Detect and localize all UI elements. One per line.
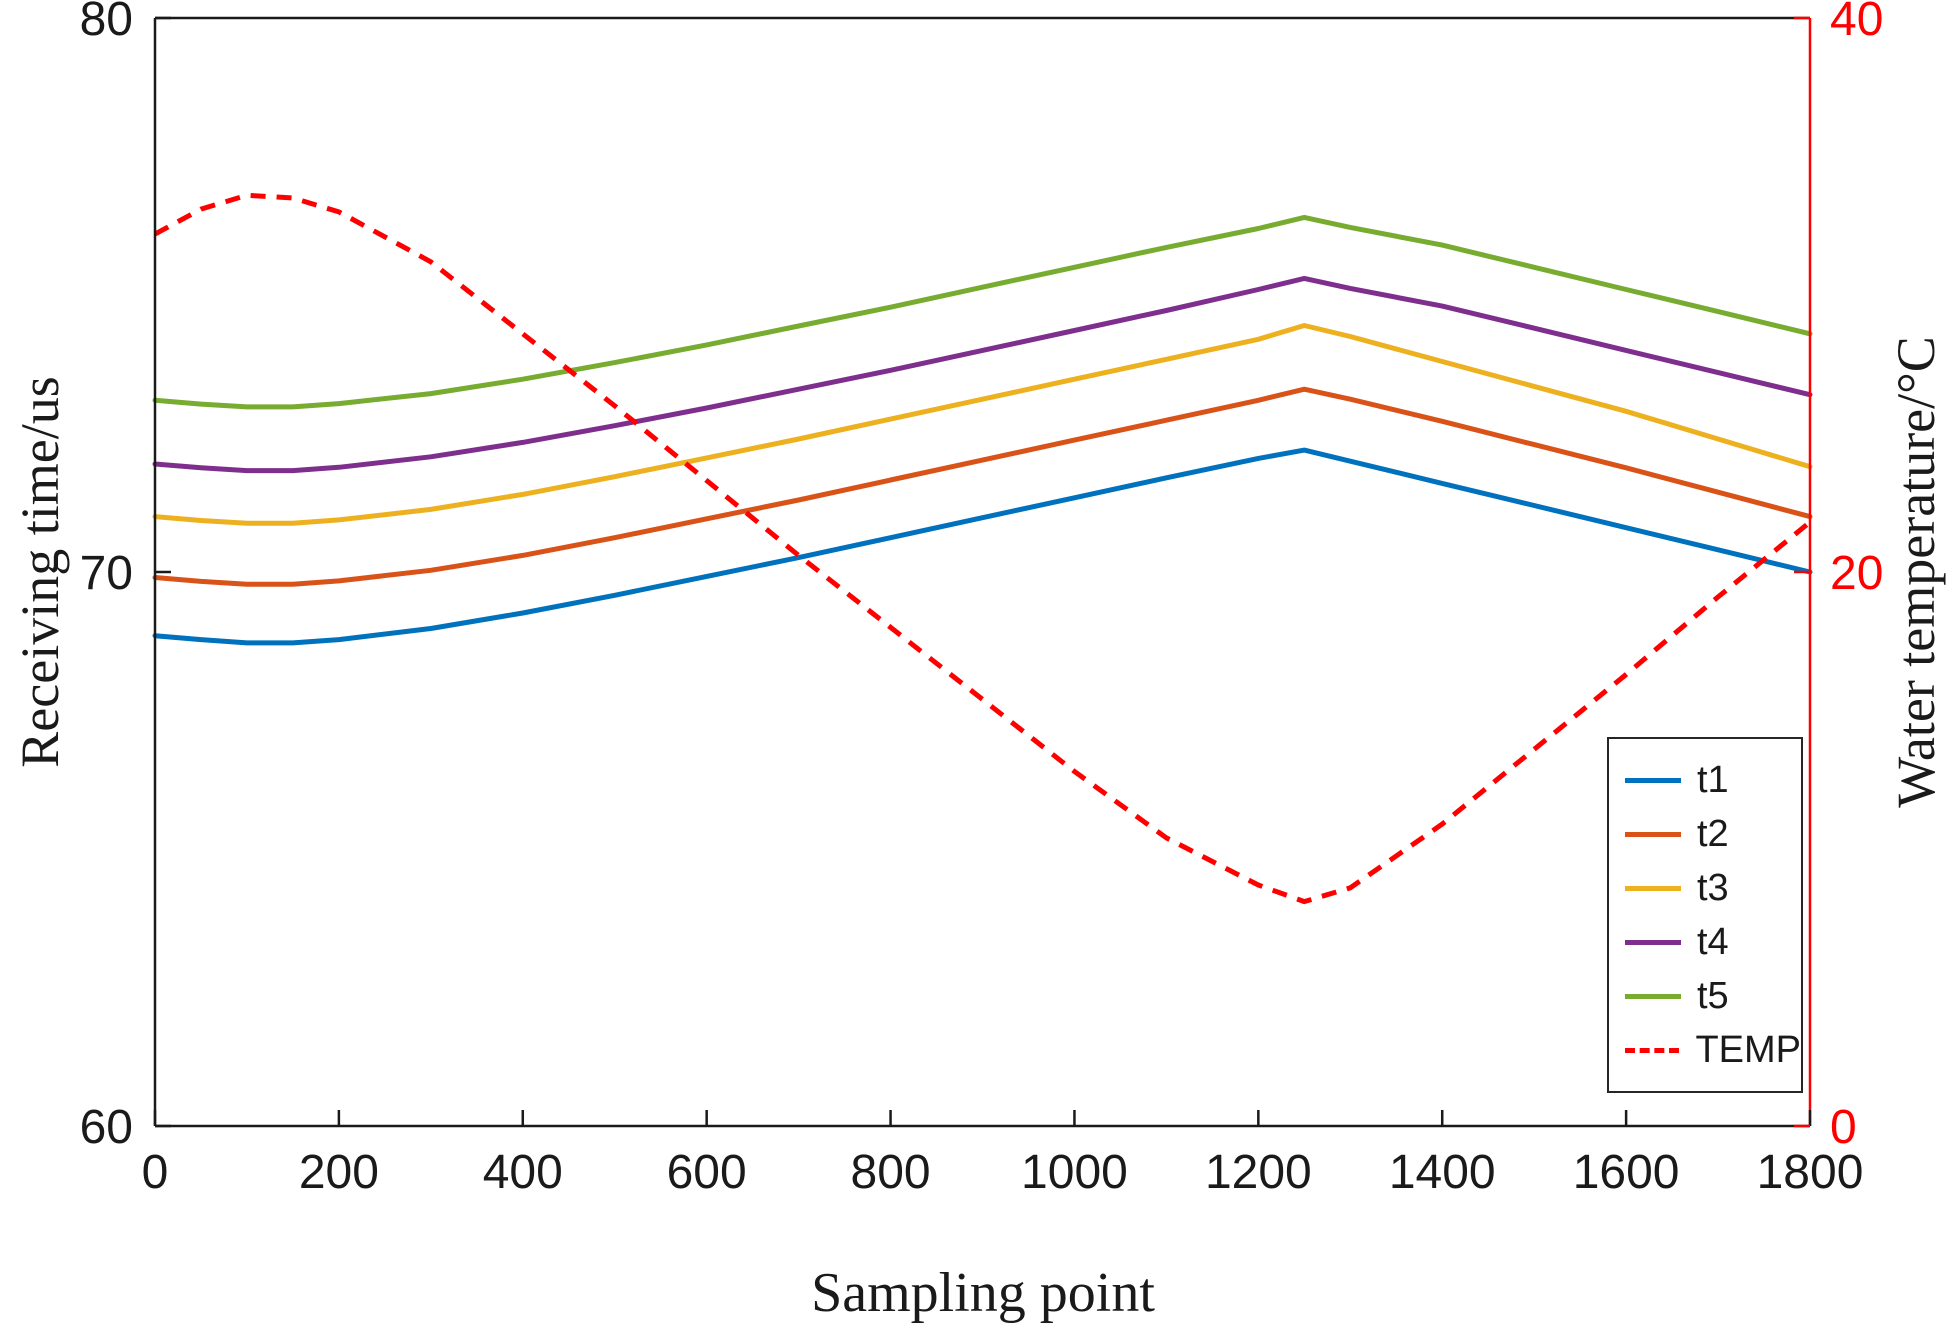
legend-line-sample-t2 <box>1625 831 1681 837</box>
x-tick-label: 0 <box>142 1146 169 1199</box>
legend-item-t3: t3 <box>1625 861 1801 915</box>
legend-label-t5: t5 <box>1697 974 1729 1017</box>
legend-label-t4: t4 <box>1697 920 1729 963</box>
legend-label-t3: t3 <box>1697 866 1729 909</box>
series-TEMP <box>153 192 1812 905</box>
y-tick-label-right: 40 <box>1830 0 1883 46</box>
series-t4 <box>152 275 1813 474</box>
legend-line-sample-t4 <box>1625 939 1681 945</box>
legend-line-sample-t1 <box>1625 777 1681 783</box>
series-t1 <box>152 447 1813 646</box>
y-tick-label-left: 70 <box>80 547 133 600</box>
legend-item-t4: t4 <box>1625 915 1801 969</box>
x-tick-label: 400 <box>483 1146 563 1199</box>
series-t2 <box>152 386 1813 587</box>
legend: t1 t2 t3 t4 t5 TEMP <box>1607 737 1803 1093</box>
x-tick-label: 200 <box>299 1146 379 1199</box>
legend-item-TEMP: TEMP <box>1625 1023 1801 1077</box>
legend-line-sample-t5 <box>1625 993 1681 999</box>
legend-item-t5: t5 <box>1625 969 1801 1023</box>
x-tick-label: 800 <box>851 1146 931 1199</box>
y-tick-label-right: 20 <box>1830 547 1883 600</box>
y-axis-label-left: Receiving time/us <box>10 376 70 768</box>
x-tick-label: 600 <box>667 1146 747 1199</box>
y-axis-label-right: Water temperature/°C <box>1886 336 1946 808</box>
y-tick-label-left: 80 <box>80 0 133 46</box>
legend-item-t2: t2 <box>1625 807 1801 861</box>
legend-label-TEMP: TEMP <box>1695 1028 1801 1071</box>
series-t3 <box>152 323 1813 526</box>
legend-label-t1: t1 <box>1697 758 1729 801</box>
legend-line-sample-t3 <box>1625 885 1681 891</box>
y-tick-label-right: 0 <box>1830 1101 1857 1154</box>
x-tick-label: 1000 <box>1021 1146 1128 1199</box>
x-tick-label: 1600 <box>1573 1146 1680 1199</box>
series-t5 <box>152 214 1813 410</box>
legend-label-t2: t2 <box>1697 812 1729 855</box>
y-tick-label-left: 60 <box>80 1101 133 1154</box>
x-tick-label: 1400 <box>1389 1146 1496 1199</box>
x-axis-label: Sampling point <box>811 1262 1155 1324</box>
legend-item-t1: t1 <box>1625 753 1801 807</box>
x-tick-label: 1800 <box>1757 1146 1864 1199</box>
legend-line-sample-TEMP <box>1625 1047 1680 1053</box>
x-tick-label: 1200 <box>1205 1146 1312 1199</box>
